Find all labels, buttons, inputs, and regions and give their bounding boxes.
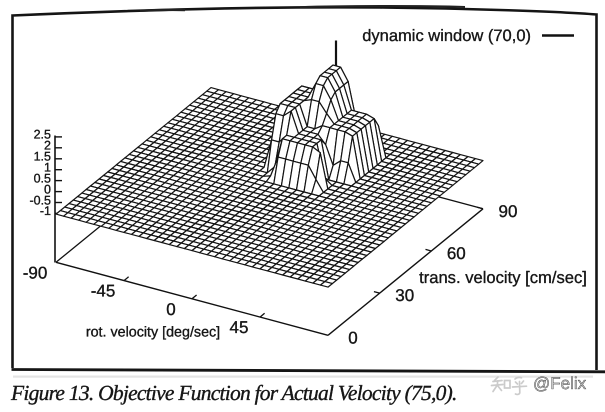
- svg-text:1: 1: [44, 160, 51, 174]
- svg-text:0.5: 0.5: [34, 171, 51, 185]
- svg-text:@Felix: @Felix: [533, 374, 587, 393]
- svg-text:2.5: 2.5: [34, 128, 51, 142]
- svg-text:0: 0: [166, 300, 175, 319]
- svg-text:90: 90: [499, 202, 518, 221]
- svg-text:45: 45: [230, 318, 249, 337]
- svg-text:60: 60: [447, 244, 466, 263]
- svg-text:dynamic window (70,0): dynamic window (70,0): [362, 27, 531, 45]
- svg-text:-1: -1: [40, 204, 51, 218]
- svg-text:Figure 13. Objective Function: Figure 13. Objective Function for Actual…: [10, 381, 457, 405]
- svg-text:1.5: 1.5: [34, 150, 51, 164]
- svg-text:-90: -90: [23, 263, 48, 282]
- svg-text:0: 0: [44, 182, 51, 196]
- svg-text:30: 30: [395, 286, 414, 305]
- svg-text:-45: -45: [91, 282, 116, 301]
- svg-text:trans. velocity [cm/sec]: trans. velocity [cm/sec]: [419, 268, 587, 287]
- svg-text:0: 0: [348, 328, 357, 347]
- svg-text:2: 2: [44, 139, 51, 153]
- svg-text:-0.5: -0.5: [29, 193, 51, 207]
- svg-text:rot. velocity [deg/sec]: rot. velocity [deg/sec]: [86, 325, 220, 341]
